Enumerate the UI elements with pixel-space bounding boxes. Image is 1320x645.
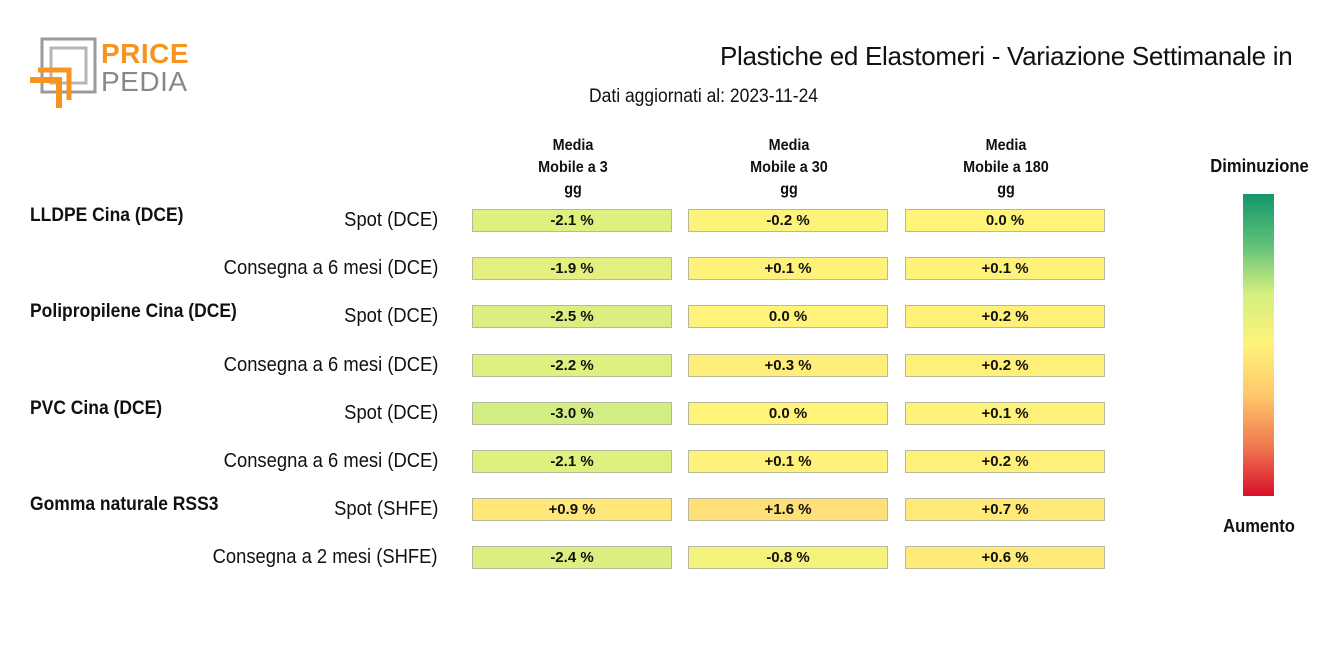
value-cell: +0.6 %	[905, 546, 1105, 570]
chart-subtitle: Dati aggiornati al: 2023-11-24	[589, 86, 819, 107]
value-cell: +0.2 %	[905, 450, 1105, 473]
logo-text-pedia: PEDIA	[101, 66, 188, 97]
row-label: Spot (DCE)	[343, 401, 438, 424]
pricepedia-logo-mark	[30, 37, 97, 108]
pricepedia-logo: PRICE PEDIA	[28, 36, 190, 110]
column-header-2: Media Mobile a 30 gg	[750, 137, 828, 198]
legend-color-bar	[1243, 194, 1274, 496]
value-cell: -2.1 %	[472, 209, 672, 232]
legend-label-decrease: Diminuzione	[1210, 156, 1309, 176]
value-cell: -3.0 %	[472, 401, 672, 425]
chart-title: Plastiche ed Elastomeri - Variazione Set…	[720, 41, 1293, 71]
value-cell: +0.7 %	[905, 498, 1105, 522]
value-cell: -2.5 %	[472, 305, 672, 329]
row-label: Spot (DCE)	[343, 209, 438, 231]
value-cell: +0.3 %	[688, 353, 888, 377]
logo-text-price: PRICE	[101, 38, 190, 69]
value-cell: -0.8 %	[688, 546, 888, 570]
value-cell: +0.1 %	[905, 257, 1105, 281]
column-header-3: Media Mobile a 180 gg	[963, 137, 1049, 198]
value-cell: +0.9 %	[472, 498, 672, 522]
value-cell: -2.4 %	[472, 546, 672, 570]
value-cell: +0.2 %	[905, 353, 1105, 377]
column-header-1: Media Mobile a 3 gg	[538, 137, 608, 198]
value-cell: -1.9 %	[472, 257, 672, 281]
value-cell: +0.2 %	[905, 305, 1105, 329]
value-cell: +0.1 %	[905, 401, 1105, 425]
group-label: Polipropilene Cina (DCE)	[30, 301, 237, 323]
row-label: Consegna a 6 mesi (DCE)	[223, 257, 438, 280]
value-cell: 0.0 %	[688, 401, 888, 425]
value-cell: +0.1 %	[688, 450, 888, 473]
value-cell: 0.0 %	[905, 209, 1105, 232]
value-cell: +1.6 %	[688, 498, 888, 522]
row-label: Consegna a 6 mesi (DCE)	[223, 450, 438, 472]
legend-label-increase: Aumento	[1223, 516, 1295, 536]
group-label: PVC Cina (DCE)	[30, 397, 163, 419]
value-cell: -0.2 %	[688, 209, 888, 232]
row-label: Consegna a 2 mesi (SHFE)	[213, 546, 438, 569]
row-label: Spot (SHFE)	[333, 498, 438, 521]
row-label: Spot (DCE)	[343, 305, 438, 328]
row-label: Consegna a 6 mesi (DCE)	[223, 353, 438, 376]
value-cell: 0.0 %	[688, 305, 888, 329]
group-label: LLDPE Cina (DCE)	[30, 205, 184, 226]
value-cell: -2.1 %	[472, 450, 672, 473]
value-cell: +0.1 %	[688, 257, 888, 281]
value-cell: -2.2 %	[472, 353, 672, 377]
group-label: Gomma naturale RSS3	[30, 494, 219, 516]
